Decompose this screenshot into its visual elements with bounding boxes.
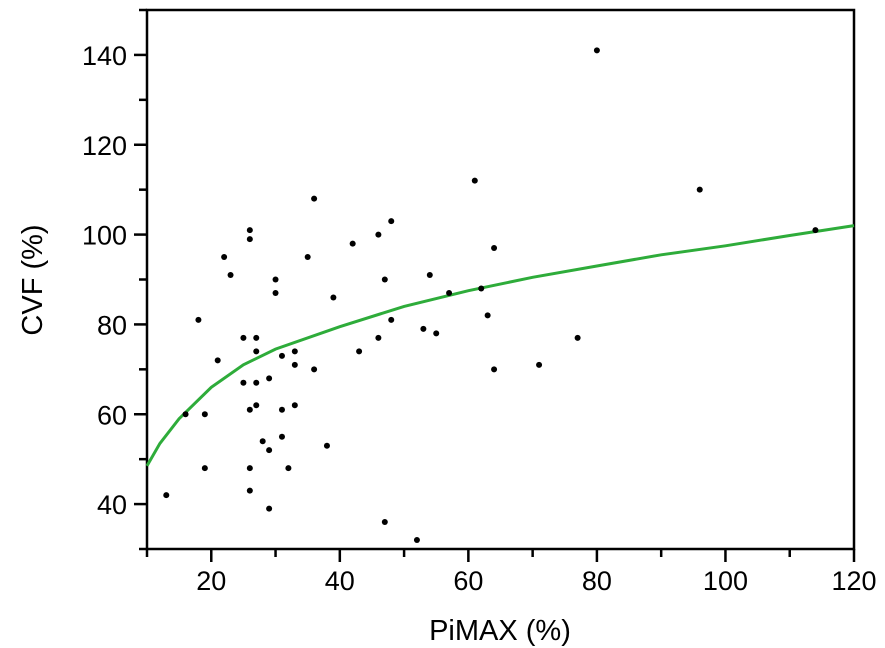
x-tick-label: 60 [453,566,483,596]
data-point [433,330,440,337]
data-point [272,276,279,283]
y-tick-label: 80 [97,310,127,340]
x-axis-title: PiMAX (%) [429,615,571,647]
fit-curve [145,224,855,467]
data-point [240,334,247,341]
data-point [330,294,337,301]
axis-ticks [134,8,856,562]
y-axis-title: CVF (%) [17,224,49,335]
data-point [266,505,273,512]
fit-curve-layer [145,224,855,467]
data-point [291,348,298,355]
y-tick-label: 120 [82,131,127,161]
data-point [253,379,260,386]
data-point [349,240,356,247]
data-point [253,402,260,409]
data-point [266,447,273,454]
data-point [375,334,382,341]
x-tick-label: 80 [582,566,612,596]
data-point [253,334,260,341]
data-point [484,312,491,319]
data-point [388,218,395,225]
data-point [574,334,581,341]
data-point [195,316,202,323]
data-point [246,487,253,494]
data-point [471,177,478,184]
data-point [246,236,253,243]
data-point [182,411,189,418]
data-point [246,227,253,234]
data-point [201,465,208,472]
data-point [426,272,433,279]
plot-area [145,8,856,551]
data-point [214,357,221,364]
y-tick-label: 60 [97,400,127,430]
data-point [285,465,292,472]
data-point [696,186,703,193]
data-point [491,366,498,373]
data-point [311,195,318,202]
y-tick-label: 40 [97,490,127,520]
data-point [272,289,279,296]
data-point [259,438,266,445]
data-point [381,276,388,283]
data-point [420,325,427,332]
x-tick-label: 120 [831,566,876,596]
data-point [278,352,285,359]
data-point [291,361,298,368]
data-point [375,231,382,238]
data-point [812,227,819,234]
data-point [593,47,600,54]
data-point [356,348,363,355]
data-point [291,402,298,409]
data-point [536,361,543,368]
data-point [278,433,285,440]
data-points [163,47,819,544]
y-tick-label: 140 [82,41,127,71]
data-point [266,375,273,382]
x-tick-label: 20 [196,566,226,596]
plot-frame [145,8,856,551]
x-tick-label: 100 [703,566,748,596]
data-point [246,406,253,413]
data-point [246,465,253,472]
data-point [381,519,388,526]
tick-labels: 20 40 60 80 100 120 40 60 80 100 120 140 [82,41,877,596]
data-point [413,537,420,544]
data-point [311,366,318,373]
x-tick-label: 40 [325,566,355,596]
data-point [278,406,285,413]
y-tick-label: 100 [82,221,127,251]
data-point [304,254,311,261]
data-point [446,289,453,296]
data-point [491,245,498,252]
data-point [388,316,395,323]
data-point [163,492,170,499]
data-point [478,285,485,292]
data-point [221,254,228,261]
data-point [253,348,260,355]
data-point [240,379,247,386]
data-point [201,411,208,418]
data-point [227,272,234,279]
data-point [323,442,330,449]
